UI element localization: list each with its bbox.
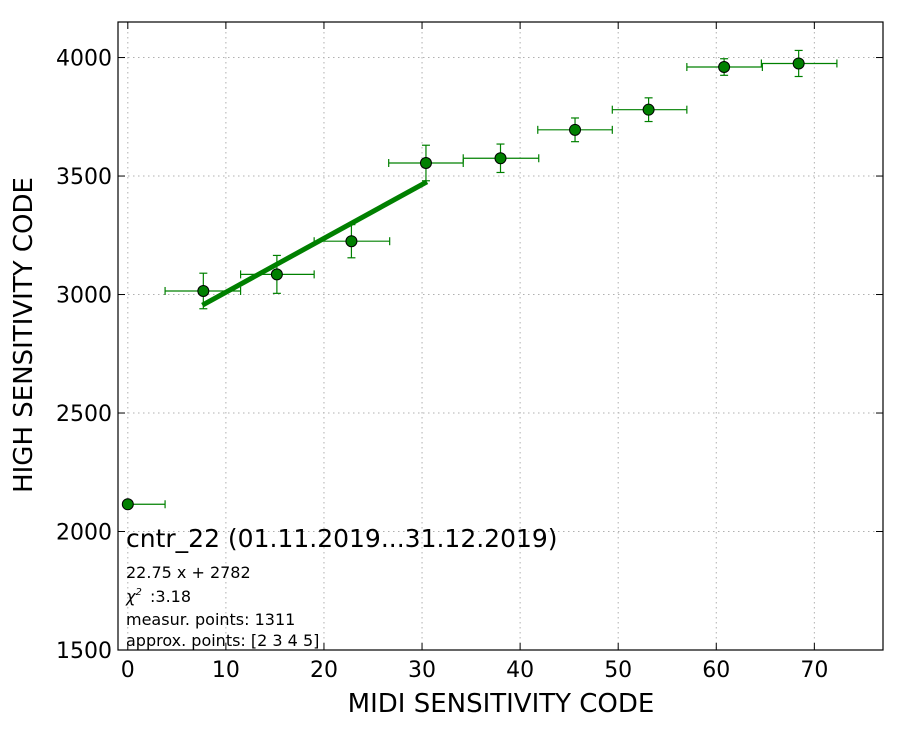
y-tick-label: 4000 [56, 47, 112, 72]
data-point-marker [494, 152, 507, 165]
y-tick-label: 3500 [56, 165, 112, 190]
data-point-marker [718, 61, 731, 74]
x-tick-label: 10 [212, 658, 240, 683]
x-tick-label: 20 [310, 658, 338, 683]
y-axis-label: HIGH SENSITIVITY CODE [9, 177, 39, 493]
data-point-marker [419, 157, 432, 170]
fit-equation: 22.75 x + 2782 [126, 563, 251, 582]
x-tick-label: 0 [121, 658, 135, 683]
y-tick-label: 2500 [56, 402, 112, 427]
measur-points-note: measur. points: 1311 [126, 610, 295, 629]
data-point-marker [121, 498, 134, 511]
y-tick-label: 3000 [56, 284, 112, 309]
data-point-marker [792, 57, 805, 70]
data-point [537, 117, 613, 143]
data-point [388, 144, 464, 182]
data-point-marker [569, 123, 582, 136]
data-point [462, 143, 540, 174]
data-point [760, 49, 838, 78]
approx-points-note: approx. points: [2 3 4 5] [126, 631, 319, 650]
data-points-layer [121, 49, 838, 511]
y-tick-label: 2000 [56, 521, 112, 546]
x-tick-label: 70 [800, 658, 828, 683]
data-point [611, 97, 688, 123]
data-point [121, 498, 166, 511]
chi-square-value: :3.18 [150, 587, 191, 606]
grid-lines [118, 22, 883, 651]
data-point-marker [642, 103, 655, 116]
plot-frame [117, 21, 884, 651]
data-point-marker [345, 235, 358, 248]
chi-square-symbol: χ2 [125, 587, 142, 606]
data-point [686, 58, 763, 76]
x-tick-label: 40 [506, 658, 534, 683]
data-point-marker [270, 268, 283, 281]
data-point [164, 272, 242, 310]
x-tick-label: 50 [604, 658, 632, 683]
y-tick-label: 1500 [56, 639, 112, 664]
data-point [239, 254, 315, 294]
axis-ticks: 0 10 20 30 40 50 60 70 1500 2000 2500 3000 3500 4000 [56, 22, 883, 683]
data-point-marker [197, 284, 210, 297]
chart-title: cntr_22 (01.11.2019...31.12.2019) [126, 524, 558, 553]
x-axis-label: MIDI SENSITIVITY CODE [348, 689, 655, 719]
data-point [313, 224, 391, 259]
x-tick-label: 60 [702, 658, 730, 683]
x-tick-label: 30 [408, 658, 436, 683]
